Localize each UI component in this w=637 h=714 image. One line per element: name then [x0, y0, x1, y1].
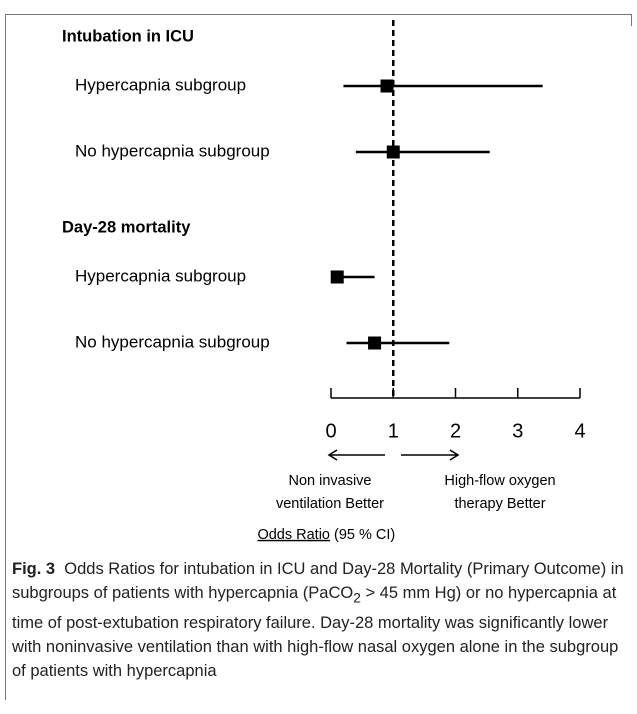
row-label: No hypercapnia subgroup [75, 332, 270, 351]
point-estimate [368, 336, 382, 350]
x-tick-label: 2 [450, 420, 461, 442]
point-estimate [330, 270, 344, 284]
direction-label: therapy Better [454, 496, 545, 512]
point-estimate [380, 79, 394, 93]
direction-label: ventilation Better [276, 496, 384, 512]
row-label: No hypercapnia subgroup [75, 141, 270, 160]
caption: Fig. 3 Odds Ratios for intubation in ICU… [12, 557, 624, 683]
right-arrow [401, 449, 460, 461]
direction-label: High-flow oxygen [444, 473, 555, 489]
section-title: Intubation in ICU [62, 27, 194, 45]
x-label-suffix: (95 % CI) [334, 527, 395, 543]
x-tick-label: 0 [325, 420, 336, 442]
left-arrow [327, 449, 385, 461]
x-label: Odds Ratio [257, 527, 330, 543]
row-label: Hypercapnia subgroup [75, 75, 246, 94]
caption-text: Odds Ratios for intubation in ICU and Da… [12, 560, 624, 603]
frame [5, 14, 632, 700]
point-estimate [386, 145, 400, 159]
section-title: Day-28 mortality [62, 218, 191, 236]
direction-label: Non invasive [288, 473, 371, 489]
caption-subscript: 2 [353, 590, 361, 606]
caption-label: Fig. 3 [12, 560, 56, 578]
row-label: Hypercapnia subgroup [75, 266, 246, 285]
x-tick-label: 3 [512, 420, 523, 442]
x-tick-label: 1 [388, 420, 399, 442]
x-tick-label: 4 [574, 420, 585, 442]
caption-text: > 45 mm Hg) or no hypercapnia at time of… [12, 584, 619, 681]
